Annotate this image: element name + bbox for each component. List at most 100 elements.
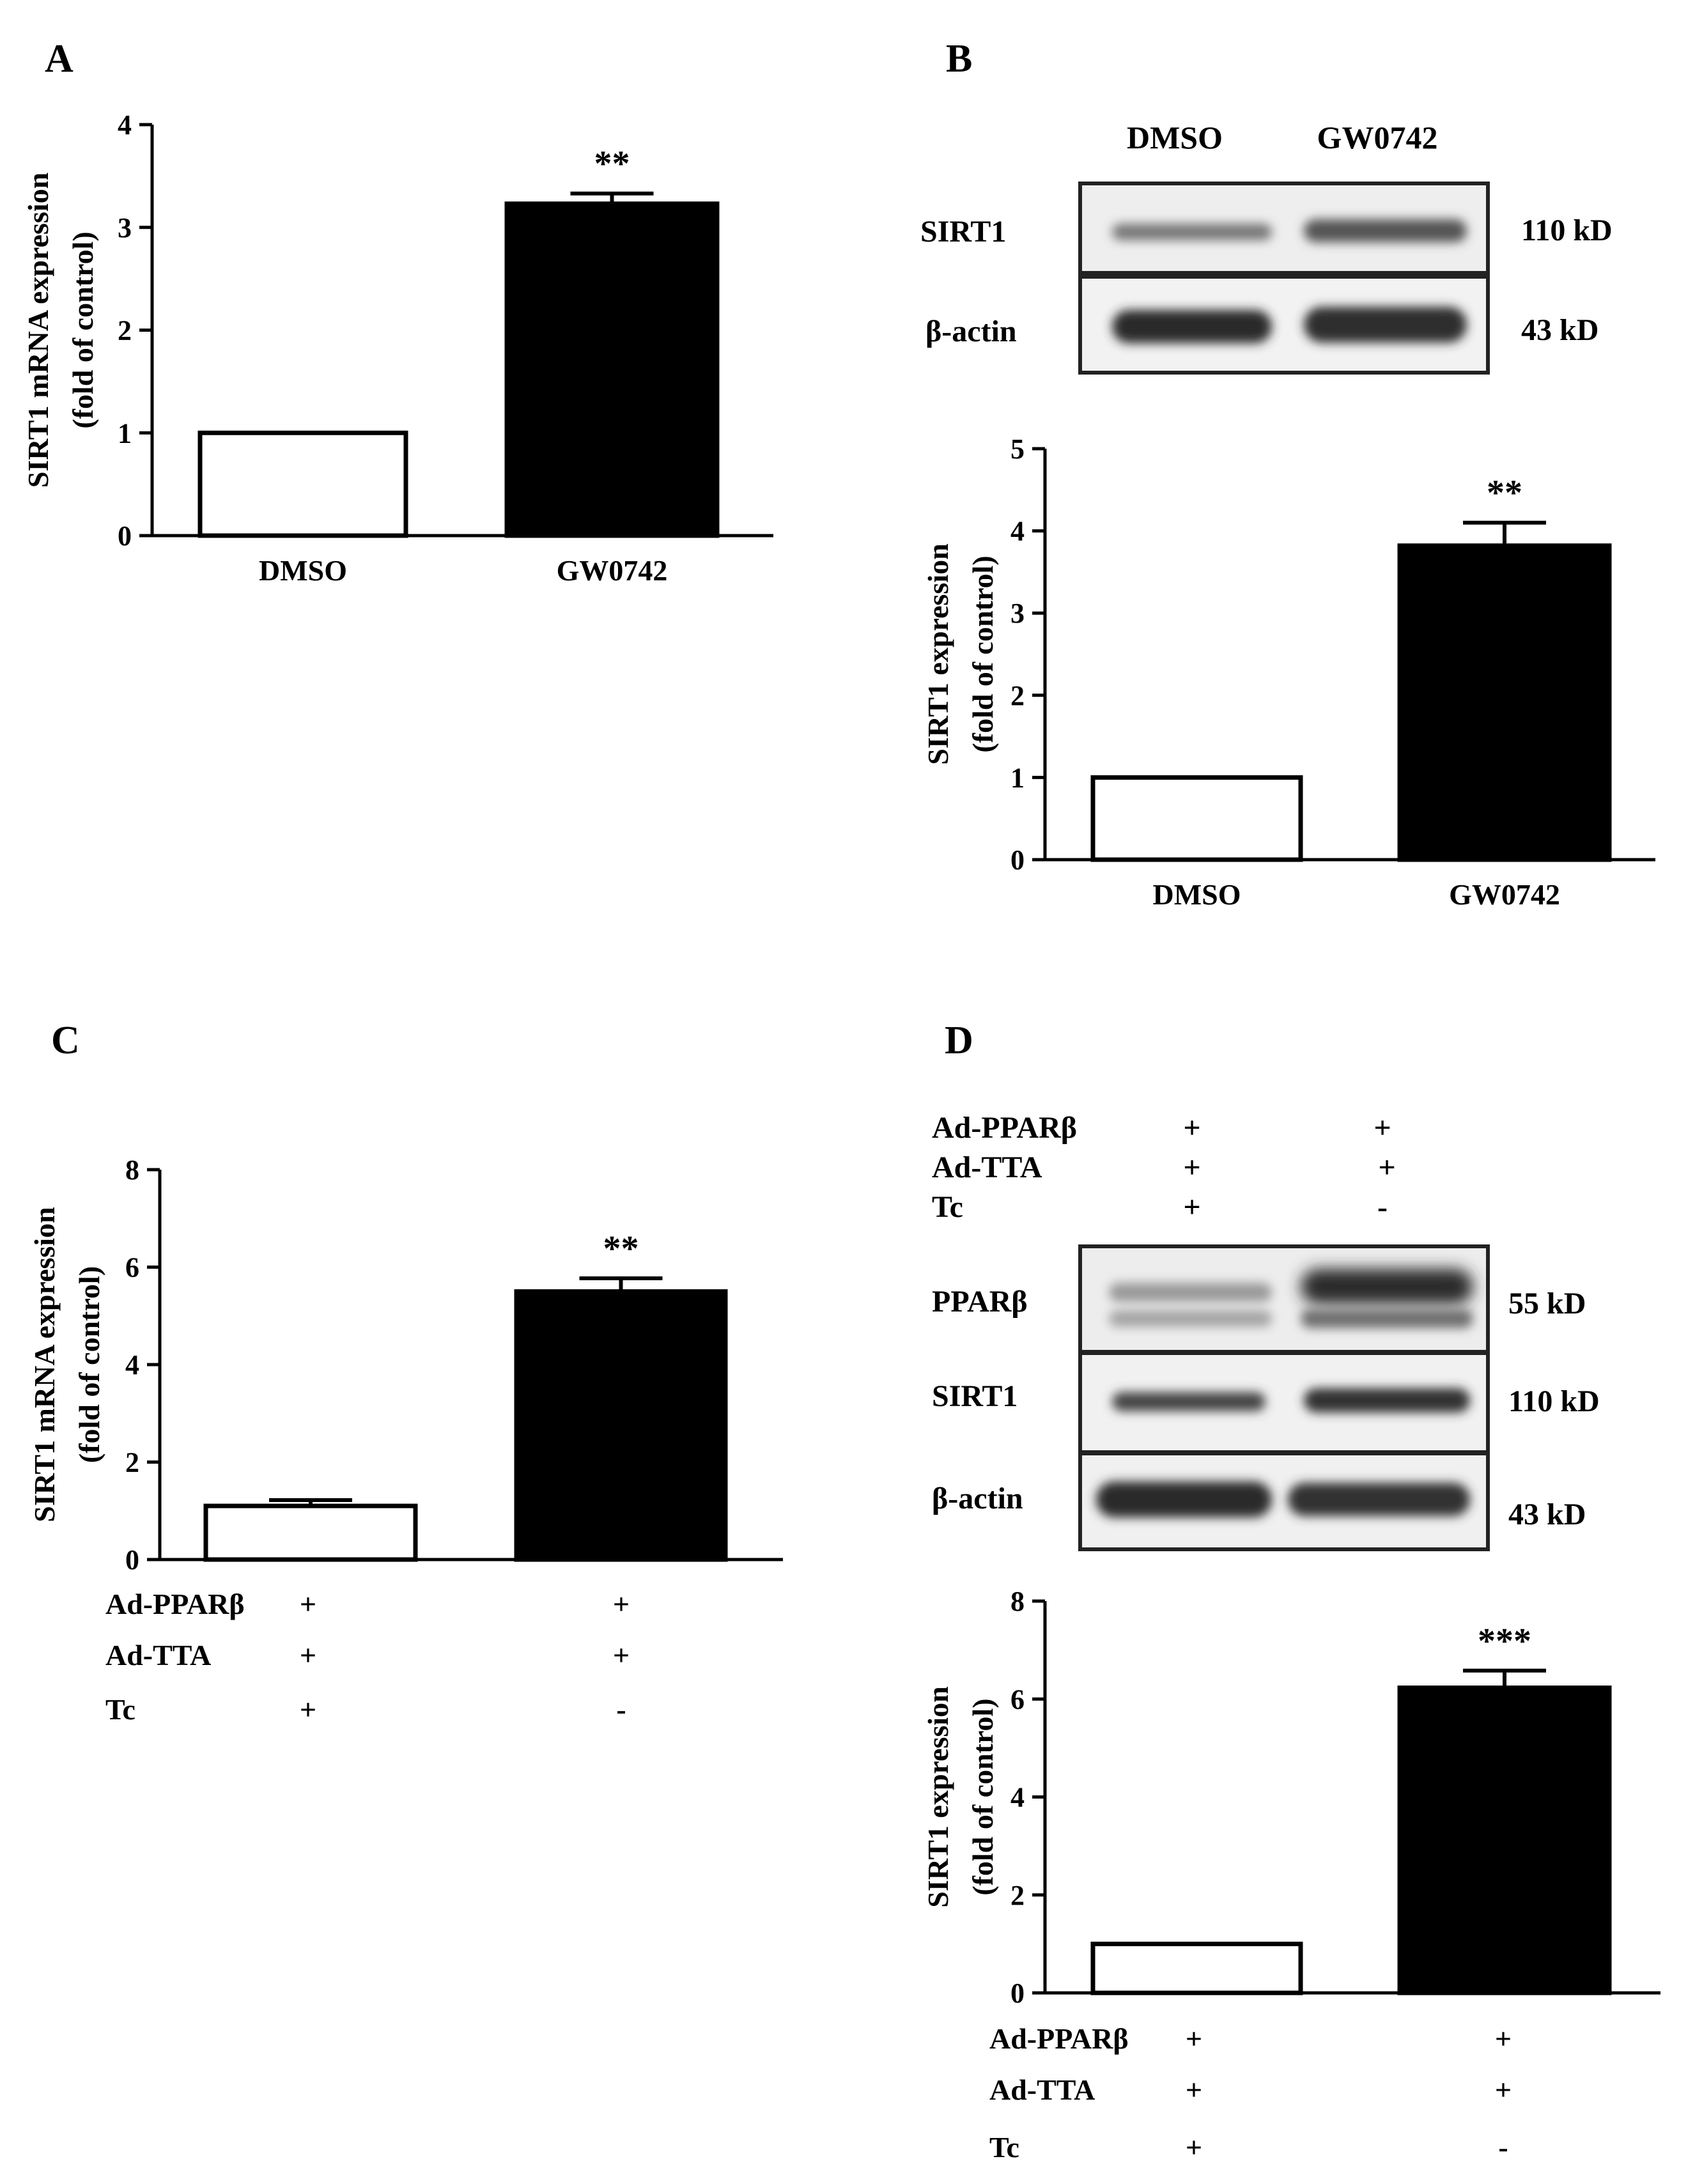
bar (197, 430, 408, 538)
blot-size-label: 43 kD (1521, 313, 1598, 347)
condition-value: - (616, 1693, 626, 1726)
x-tick-label: DMSO (1153, 878, 1241, 911)
blot-band (1112, 310, 1272, 343)
blot-d: Ad-PPARβ Ad-TTA Tc + + + + + - PPARβ SIR… (932, 1111, 1600, 1551)
y-tick-label: 2 (125, 1447, 139, 1478)
blot-size-label: 55 kD (1508, 1287, 1586, 1320)
y-tick-label: 6 (125, 1252, 139, 1283)
condition-label: Tc (989, 2131, 1019, 2164)
y-tick-label: 1 (1010, 762, 1025, 793)
y-tick-label: 5 (1010, 433, 1025, 465)
y-tick-label: 4 (125, 1349, 139, 1381)
y-tick-label: 2 (1010, 680, 1025, 711)
blot-row-label: SIRT1 (932, 1379, 1018, 1413)
x-tick-label: GW0742 (1449, 878, 1560, 911)
y-tick-label: 6 (1010, 1684, 1025, 1715)
blot-band (1301, 1309, 1473, 1328)
condition-value: + (1186, 2073, 1202, 2106)
condition-label: Ad-TTA (989, 2073, 1095, 2106)
y-tick-label: 4 (1010, 516, 1025, 547)
blot-band (1304, 219, 1467, 242)
bar (203, 1503, 418, 1562)
y-tick-label: 0 (1010, 844, 1025, 876)
condition-value: + (1186, 2131, 1202, 2164)
blot-band (1109, 1310, 1272, 1327)
y-tick-label: 2 (1010, 1880, 1025, 1911)
y-axis-label-unit: (fold of control) (73, 1266, 105, 1463)
y-tick-label: 0 (125, 1544, 139, 1576)
chart-d: 0 2 4 6 8 *** SIRT1 expression (fold of control… (922, 1586, 1660, 2164)
condition-value: + (1183, 1150, 1200, 1184)
blot-b-lane-label: DMSO (1127, 120, 1223, 155)
blot-row-label: β-actin (932, 1482, 1023, 1515)
y-tick-label: 8 (1010, 1586, 1025, 1617)
y-tick-label: 4 (118, 109, 132, 141)
condition-label: Ad-TTA (932, 1150, 1042, 1184)
condition-value: + (300, 1639, 316, 1671)
blot-band (1096, 1482, 1272, 1517)
y-axis-label-unit: (fold of control) (966, 555, 999, 752)
x-tick-label: DMSO (259, 554, 347, 587)
condition-value: + (300, 1693, 316, 1726)
condition-value: + (1378, 1150, 1395, 1184)
chart-a: 0 1 2 3 4 DMSO ** GW0742 SIRT1 mRNA expression (f… (22, 109, 773, 587)
significance-label: ** (603, 1229, 639, 1269)
blot-row-label: PPARβ (932, 1285, 1028, 1319)
blot-row-label: SIRT1 (920, 215, 1006, 249)
blot-size-label: 110 kD (1521, 213, 1613, 247)
condition-value: + (1183, 1190, 1200, 1224)
blot-band (1301, 1269, 1473, 1305)
condition-value: + (613, 1639, 630, 1671)
bar (504, 201, 720, 538)
y-axis-label-unit: (fold of control) (66, 231, 99, 428)
condition-label: Ad-PPARβ (989, 2022, 1129, 2055)
y-tick-label: 4 (1010, 1782, 1025, 1813)
blot-band (1304, 1388, 1470, 1413)
condition-value: + (613, 1588, 630, 1620)
blot-band (1112, 1392, 1265, 1411)
condition-value: + (1495, 2073, 1512, 2106)
condition-value: + (1183, 1111, 1200, 1145)
condition-value: + (1186, 2022, 1202, 2055)
y-axis-label: SIRT1 mRNA expression (28, 1207, 61, 1522)
condition-label: Tc (932, 1190, 963, 1224)
blot-band (1304, 307, 1467, 343)
bar (1397, 543, 1612, 862)
significance-label: *** (1478, 1622, 1531, 1661)
y-axis-label: SIRT1 expression (922, 543, 954, 764)
bar (1090, 775, 1303, 862)
blot-size-label: 43 kD (1508, 1498, 1586, 1531)
chart-b: 0 1 2 3 4 5 DMSO ** GW0742 SIRT1 expression (fold … (922, 433, 1655, 911)
bar (514, 1289, 728, 1562)
chart-c: 0 2 4 6 8 ** SIRT1 mRNA expression (fold of con… (28, 1154, 783, 1726)
condition-value: + (1495, 2022, 1512, 2055)
condition-label: Ad-PPARβ (932, 1111, 1077, 1145)
panel-letter-d: D (945, 1019, 973, 1062)
y-axis-label-unit: (fold of control) (966, 1698, 999, 1895)
significance-label: ** (594, 144, 630, 184)
bar (1397, 1685, 1612, 1995)
blot-b: DMSO GW0742 SIRT1 β-actin 110 kD 43 kD (920, 120, 1613, 375)
y-tick-label: 0 (118, 520, 132, 552)
y-tick-label: 1 (118, 417, 132, 449)
blot-b-lane-label: GW0742 (1317, 120, 1438, 155)
condition-value: - (1377, 1190, 1388, 1224)
blot-band (1109, 1283, 1272, 1302)
y-tick-label: 2 (118, 315, 132, 346)
condition-value: - (1498, 2131, 1508, 2164)
blot-row-label: β-actin (925, 314, 1017, 348)
blot-band (1288, 1483, 1470, 1516)
y-axis-label: SIRT1 expression (922, 1686, 954, 1907)
y-tick-label: 3 (118, 212, 132, 244)
y-tick-label: 3 (1010, 598, 1025, 629)
x-tick-label: GW0742 (557, 554, 668, 587)
condition-label: Tc (105, 1693, 135, 1726)
blot-size-label: 110 kD (1508, 1384, 1600, 1418)
y-tick-label: 8 (125, 1154, 139, 1186)
condition-label: Ad-TTA (105, 1639, 211, 1671)
panel-letter-c: C (51, 1019, 80, 1062)
significance-label: ** (1487, 474, 1522, 513)
y-tick-label: 0 (1010, 1978, 1025, 2009)
y-axis-label: SIRT1 mRNA expression (22, 173, 54, 488)
